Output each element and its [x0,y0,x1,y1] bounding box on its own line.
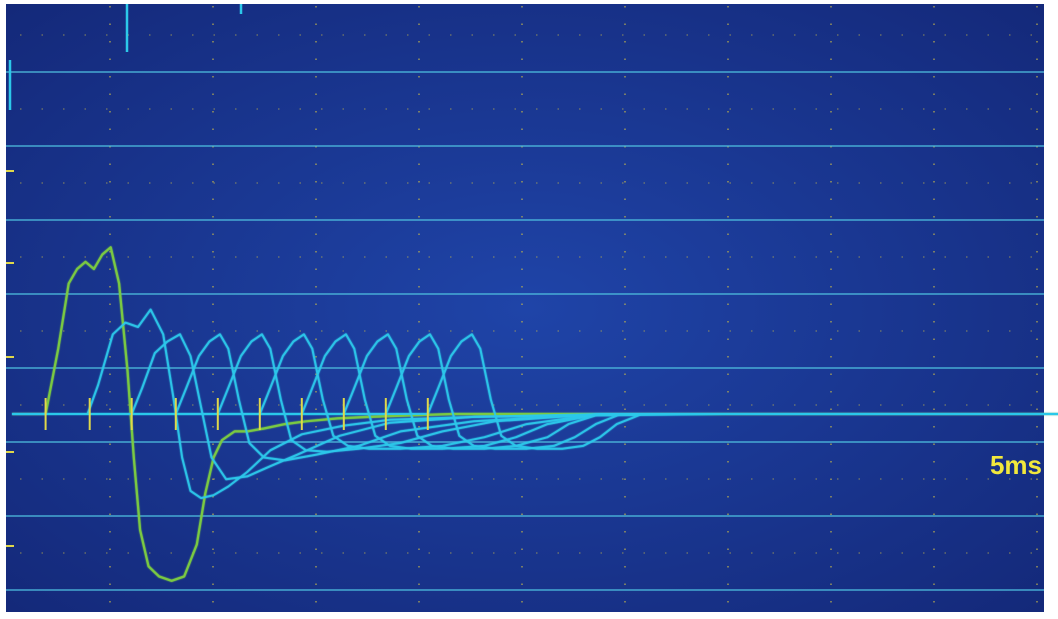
trace-8 [12,333,1058,450]
trace-1 [12,246,1058,582]
trace-10 [12,333,1058,450]
time-scale-label: 5ms [990,450,1042,480]
trace-4 [12,333,1058,462]
trace-2 [12,308,1058,500]
trace-7 [12,333,1058,450]
screen-background [6,4,1044,612]
left-edge-markers [6,60,14,547]
stimulus-tick-marks [44,398,429,430]
page-edge-right [1044,0,1058,619]
waveform-traces [12,246,1058,582]
top-edge-markers [125,4,243,52]
trace-3 [12,333,1058,481]
trace-9 [12,333,1058,450]
trace-6 [12,333,1058,450]
trace-5 [12,333,1058,453]
